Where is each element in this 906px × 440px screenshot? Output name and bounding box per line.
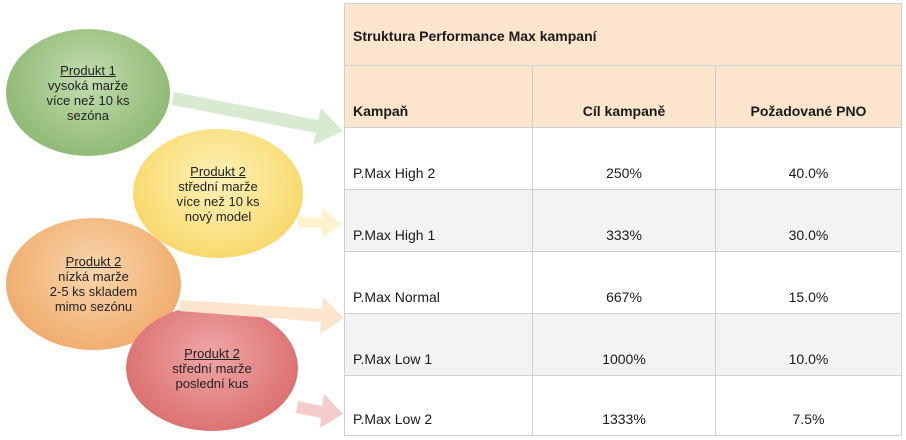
header-pno: Požadované PNO [750,103,867,119]
cell-pno: 7.5% [792,411,825,427]
table-row: P.Max Normal 667% 15.0% [345,252,901,314]
bubble-line: mimo sezónu [54,299,133,314]
campaign-table: Struktura Performance Max kampaní Kampaň… [344,3,902,436]
cell-campaign: P.Max High 1 [353,227,436,243]
product-bubble-4: Produkt 2 střední marže poslední kus [126,305,298,431]
bubble-title: Produkt 2 [184,345,240,361]
cell-goal: 250% [606,165,642,181]
arrow-yellow [298,208,342,238]
bubble-line: nový model [184,208,252,224]
table-title-row: Struktura Performance Max kampaní [345,4,901,66]
cell-goal: 667% [606,289,642,305]
cell-goal: 333% [606,227,642,243]
arrow-orange [179,297,344,334]
table-row: P.Max Low 2 1333% 7.5% [345,376,901,435]
cell-pno: 15.0% [788,289,829,305]
bubble-line: poslední kus [175,375,249,391]
cell-campaign: P.Max High 2 [353,165,436,181]
bubble-title: Produkt 2 [190,163,246,179]
cell-pno: 10.0% [788,351,829,367]
table-header-row: Kampaň Cíl kampaně Požadované PNO [345,66,901,128]
bubble-title: Produkt 2 [65,254,122,269]
bubble-line: více než 10 ks [176,193,260,209]
bubble-title: Produkt 1 [60,62,116,78]
product-bubble-3: Produkt 2 nízká marže 2-5 ks skladem mim… [6,218,181,350]
cell-goal: 1333% [602,411,646,427]
table-row: P.Max High 2 250% 40.0% [345,128,901,190]
table-title: Struktura Performance Max kampaní [353,28,597,44]
cell-goal: 1000% [602,351,646,367]
cell-pno: 30.0% [788,227,829,243]
product-bubble-1: Produkt 1 vysoká marže více než 10 ks se… [6,29,170,156]
bubble-line: sezóna [67,107,109,123]
bubble-line: vysoká marže [47,77,129,93]
bubble-line: více než 10 ks [46,92,130,108]
bubble-line: střední marže [172,360,252,376]
cell-campaign: P.Max Low 1 [353,351,433,367]
table-row: P.Max High 1 333% 30.0% [345,190,901,252]
cell-pno: 40.0% [788,165,829,181]
product-bubble-2: Produkt 2 střední marže více než 10 ks n… [133,129,303,258]
header-goal: Cíl kampaně [582,103,666,119]
cell-campaign: P.Max Normal [353,289,440,305]
arrow-red [296,394,343,428]
arrow-green [172,92,343,145]
header-campaign: Kampaň [353,103,409,119]
table-row: P.Max Low 1 1000% 10.0% [345,314,901,376]
cell-campaign: P.Max Low 2 [353,411,433,427]
bubble-line: střední marže [178,178,258,194]
bubble-line: 2-5 ks skladem [49,284,138,299]
bubble-line: nízká marže [58,269,129,284]
